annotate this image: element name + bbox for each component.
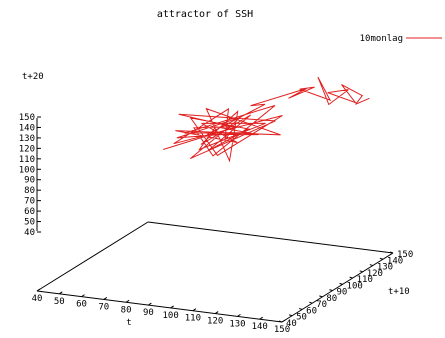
x-tick-label: 50: [54, 297, 65, 307]
x-tick-mark: [170, 305, 174, 309]
y-tick-mark: [379, 257, 384, 260]
y-tick-mark: [278, 320, 283, 323]
x-axis-line: [36, 290, 283, 323]
y-tick-mark: [319, 295, 323, 298]
y-tick-label: 100: [347, 281, 363, 291]
x-tick-label: 40: [32, 294, 43, 304]
x-tick-mark: [36, 288, 41, 292]
y-tick-mark: [309, 301, 313, 304]
x-tick-mark: [125, 299, 130, 303]
x-tick-label: 130: [229, 319, 245, 329]
y-tick-mark: [349, 276, 353, 279]
z-tick-label: 50: [24, 218, 35, 228]
x-tick-label: 100: [163, 311, 179, 321]
y-tick-label: 150: [397, 250, 413, 260]
x-tick-mark: [259, 316, 264, 320]
ticks-layer: 40 50 60 70 80 90 100 110 120 130 140 1504050607080…: [19, 113, 414, 335]
x-tick-label: 150: [274, 325, 290, 335]
axes-layer: [36, 118, 394, 323]
floor-back-edge: [147, 221, 394, 254]
y-tick-label: 120: [367, 269, 383, 279]
z-tick-label: 90: [24, 176, 35, 186]
y-tick-label: 40: [286, 319, 297, 329]
x-tick-label: 140: [252, 322, 268, 332]
x-tick-mark: [81, 294, 85, 298]
y-tick-label: 80: [326, 294, 337, 304]
x-axis-label: t: [126, 318, 131, 328]
y-tick-label: 70: [316, 300, 327, 310]
z-tick-label: 80: [24, 186, 35, 196]
y-tick-label: 130: [377, 263, 393, 273]
x-tick-mark: [58, 291, 63, 295]
floor-back-left-edge: [36, 221, 149, 292]
y-tick-mark: [299, 307, 303, 310]
x-tick-label: 60: [76, 300, 87, 310]
x-tick-label: 120: [207, 317, 223, 327]
legend-label: 10monlag: [360, 34, 403, 44]
y-tick-label: 110: [357, 275, 373, 285]
x-tick-label: 110: [185, 314, 201, 324]
z-axis-label: t+20: [22, 72, 44, 82]
x-tick-mark: [237, 313, 241, 317]
series-line-10monlag: [163, 76, 370, 163]
z-tick-label: 130: [19, 134, 35, 144]
y-tick-mark: [389, 251, 394, 254]
x-tick-label: 90: [143, 308, 154, 318]
x-tick-label: 70: [98, 302, 109, 312]
x-tick-mark: [148, 302, 152, 306]
x-tick-mark: [192, 308, 197, 312]
z-tick-label: 140: [19, 123, 35, 133]
y-tick-mark: [339, 282, 343, 285]
y-tick-label: 140: [387, 256, 403, 266]
y-tick-mark: [359, 270, 363, 273]
y-tick-mark: [369, 264, 373, 267]
y-tick-label: 90: [336, 288, 347, 298]
z-tick-label: 120: [19, 144, 35, 154]
chart-title: attractor of SSH: [157, 9, 253, 20]
y-axis-line: [281, 252, 394, 323]
x-tick-mark: [214, 311, 219, 314]
z-tick-label: 110: [19, 155, 35, 165]
y-tick-mark: [329, 289, 333, 292]
x-tick-label: 80: [121, 305, 132, 315]
y-tick-label: 50: [296, 313, 307, 323]
x-tick-mark: [103, 297, 108, 300]
z-tick-label: 40: [24, 228, 35, 238]
z-tick-label: 100: [19, 165, 35, 175]
z-tick-label: 60: [24, 207, 35, 217]
series-layer: [163, 76, 370, 163]
z-tick-label: 70: [24, 197, 35, 207]
y-tick-label: 60: [306, 306, 317, 316]
z-tick-label: 150: [19, 113, 35, 123]
x-tick-mark: [281, 319, 286, 323]
y-tick-mark: [288, 314, 293, 317]
y-axis-label: t+10: [388, 287, 410, 297]
